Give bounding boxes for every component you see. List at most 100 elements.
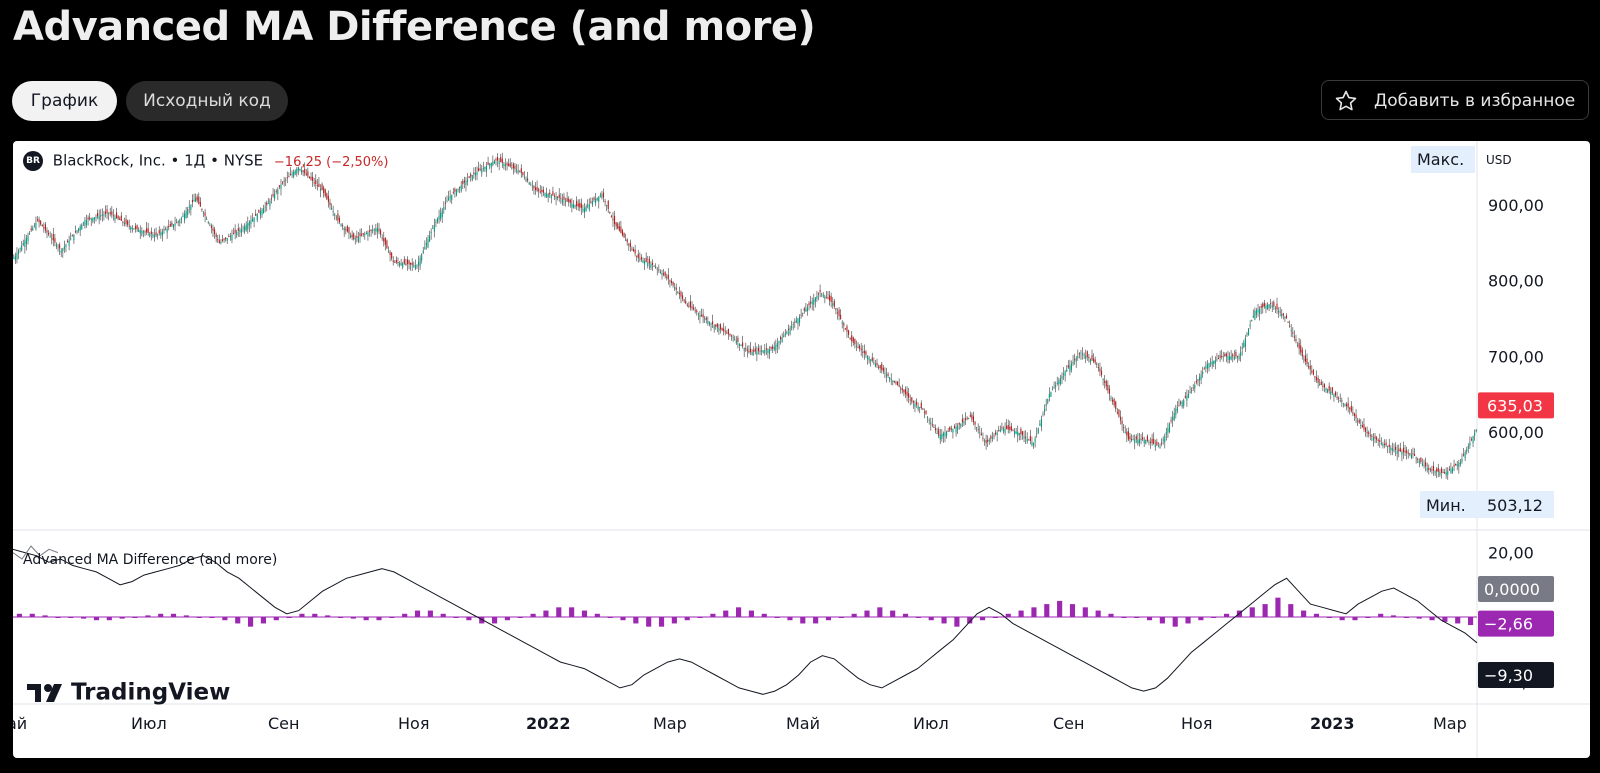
candle-body xyxy=(1339,400,1341,402)
candle-body xyxy=(1235,352,1237,357)
candle-body xyxy=(1097,367,1099,369)
candle-body xyxy=(1333,394,1335,398)
candle-body xyxy=(408,260,410,265)
candle-body xyxy=(1086,351,1088,358)
candle-body xyxy=(112,215,114,217)
histogram-bar xyxy=(376,617,382,621)
candle-body xyxy=(161,231,163,236)
candle-body xyxy=(1328,385,1330,391)
candle-body xyxy=(1014,431,1016,434)
candle-body xyxy=(813,299,815,305)
candle-body xyxy=(1104,380,1106,383)
candle-body xyxy=(275,191,277,193)
candle-body xyxy=(30,228,32,231)
candle-body xyxy=(315,180,317,185)
candle-body xyxy=(947,430,949,432)
candle-body xyxy=(930,422,932,424)
min-label: Мин. xyxy=(1426,496,1466,515)
candle-body xyxy=(402,263,404,268)
candle-body xyxy=(1292,332,1294,334)
candle-body xyxy=(840,314,842,320)
tab-chart[interactable]: График xyxy=(12,81,117,121)
candle-body xyxy=(485,165,488,172)
candle-body xyxy=(403,259,405,264)
candle-body xyxy=(114,216,116,220)
histogram-bar xyxy=(119,617,125,619)
candle-body xyxy=(323,187,325,194)
candle-body xyxy=(398,262,401,266)
candle-body xyxy=(517,170,519,174)
candle-body xyxy=(971,414,973,420)
candle-body xyxy=(212,228,214,231)
add-to-favorites-button[interactable]: Добавить в избранное xyxy=(1321,80,1589,120)
candle-body xyxy=(49,236,51,238)
candle-body xyxy=(1039,423,1041,426)
candle-body xyxy=(302,170,304,172)
histogram-bar xyxy=(427,610,433,617)
candle-body xyxy=(533,186,535,189)
candle-body xyxy=(549,192,551,195)
candle-body xyxy=(1372,437,1374,441)
candle-body xyxy=(1089,359,1092,363)
candle-body xyxy=(1270,302,1272,304)
chart-canvas[interactable]: USD 900,00 800,00 700,00 600,00 Макс. Мин. 503,… xyxy=(13,141,1590,758)
candle-body xyxy=(441,209,443,218)
candle-body xyxy=(433,224,435,232)
candle-body xyxy=(727,328,729,335)
chart-widget[interactable]: USD 900,00 800,00 700,00 600,00 Макс. Мин. 503,… xyxy=(13,141,1590,758)
candle-body xyxy=(98,215,100,220)
candle-body xyxy=(544,193,546,197)
indicator-legend: Advanced MA Difference (and more) xyxy=(23,552,278,568)
candle-body xyxy=(1461,458,1463,462)
candle-body xyxy=(288,176,290,178)
candle-body xyxy=(547,194,549,198)
candle-body xyxy=(1455,463,1457,466)
candle-body xyxy=(1458,463,1460,468)
candle-body xyxy=(607,200,609,209)
candle-body xyxy=(1074,359,1076,361)
candle-body xyxy=(297,167,299,171)
candle-body xyxy=(405,263,407,265)
candle-body xyxy=(1085,355,1087,359)
candle-body xyxy=(474,172,476,176)
histogram-bar xyxy=(248,617,254,627)
candle-body xyxy=(852,337,854,343)
candle-body xyxy=(637,254,639,259)
candle-body xyxy=(343,227,345,231)
candle-body xyxy=(525,178,527,182)
candle-body xyxy=(498,161,500,165)
candle-body xyxy=(591,201,593,205)
candle-body xyxy=(1469,442,1471,446)
candle-body xyxy=(372,230,374,232)
candle-body xyxy=(1180,402,1182,404)
candle-body xyxy=(465,181,467,185)
candle-body xyxy=(79,226,81,231)
candle-body xyxy=(897,381,899,385)
candle-body xyxy=(1470,439,1473,441)
histogram-bar xyxy=(1082,607,1088,617)
candle-body xyxy=(296,168,298,174)
candle-body xyxy=(723,328,725,332)
candle-body xyxy=(1281,313,1283,317)
candle-body xyxy=(1021,431,1024,436)
candle-body xyxy=(1149,441,1152,443)
candle-body xyxy=(892,380,894,383)
candle-body xyxy=(776,343,778,347)
candle-body xyxy=(1183,399,1185,406)
tab-source-code[interactable]: Исходный код xyxy=(126,81,288,121)
candle-body xyxy=(293,171,295,177)
candle-body xyxy=(1037,428,1039,433)
candle-body xyxy=(765,348,767,350)
candle-body xyxy=(1276,303,1278,310)
candle-body xyxy=(713,325,715,329)
candle-body xyxy=(473,172,475,174)
candle-body xyxy=(245,224,247,231)
candle-body xyxy=(141,230,143,235)
tradingview-logo[interactable]: TradingView xyxy=(27,679,230,706)
candle-body xyxy=(220,241,222,244)
candle-body xyxy=(795,320,797,323)
candle-body xyxy=(313,182,315,184)
candle-body xyxy=(745,348,747,350)
histogram-bar xyxy=(29,613,35,617)
histogram-bar xyxy=(556,607,562,617)
